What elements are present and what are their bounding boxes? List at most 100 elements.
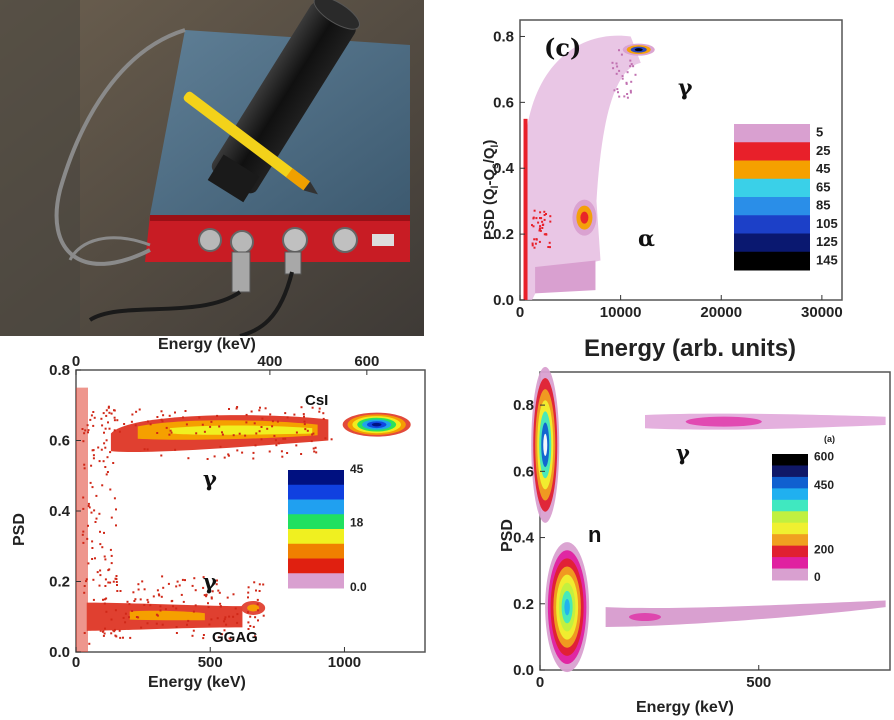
scatter-point [630, 80, 633, 83]
scatter-point [92, 457, 95, 460]
scatter-point [83, 463, 86, 466]
scatter-point [205, 595, 208, 598]
scatter-point [102, 634, 105, 637]
scatter-point [324, 437, 327, 440]
colorbar-swatch [288, 499, 344, 515]
ggag-annotation: GGAG [212, 629, 258, 646]
scatter-point [87, 524, 89, 527]
scatter-point [219, 605, 222, 608]
scatter-point [101, 484, 104, 487]
scatter-point [202, 586, 205, 589]
scatter-point [625, 81, 628, 84]
y-tick-label: 0.4 [49, 503, 71, 520]
scatter-point [104, 627, 106, 630]
scatter-point [286, 452, 289, 454]
scatter-point [261, 417, 264, 420]
y-tick-label: 0.4 [493, 160, 515, 177]
scatter-point [293, 413, 296, 416]
scatter-point [89, 481, 92, 484]
scatter-point [105, 409, 108, 412]
scatter-point [252, 457, 255, 460]
scatter-point [226, 596, 229, 599]
scatter-point [211, 590, 214, 593]
x-tick-label: 0 [516, 304, 524, 321]
scatter-point [159, 609, 162, 612]
scatter-point [129, 636, 132, 639]
scatter-point [202, 634, 205, 636]
scatter-point [260, 426, 263, 428]
scatter-point [236, 621, 239, 624]
scatter-point [232, 593, 235, 596]
gamma-cluster [634, 48, 643, 52]
scatter-point [149, 423, 152, 426]
chart-alpha-gamma-psd: 0 10000 20000 30000 0.0 0.2 0.4 0.6 0.8 Energy … [424, 0, 894, 362]
scatter-point [547, 246, 550, 248]
scatter-point [113, 630, 116, 633]
scatter-point [620, 53, 623, 56]
scatter-point [258, 409, 261, 412]
scatter-point [88, 506, 91, 509]
scatter-point [234, 607, 237, 610]
scatter-point [330, 438, 333, 441]
scatter-point [543, 233, 546, 236]
scatter-point [115, 508, 117, 511]
scatter-point [98, 584, 101, 587]
x-tick-label: 0 [72, 654, 80, 671]
scatter-point [105, 439, 108, 442]
scatter-point [210, 618, 213, 621]
scatter-point [109, 581, 112, 584]
low-psd-band [535, 260, 596, 294]
scatter-point [115, 524, 117, 527]
scatter-point [140, 626, 143, 629]
scatter-point [219, 445, 222, 448]
colorbar-label: 600 [814, 450, 834, 464]
scatter-point [531, 244, 534, 247]
scatter-point [116, 584, 118, 586]
y-axis-title: PSD [499, 519, 516, 552]
scatter-point [132, 591, 135, 594]
scatter-point [254, 616, 257, 619]
colorbar-title: (a) [824, 434, 835, 444]
gamma-band-core [685, 416, 762, 427]
y-tick-label: 0.8 [493, 28, 514, 45]
scatter-point [115, 635, 118, 638]
scatter-point [634, 73, 637, 76]
scatter-point [137, 588, 140, 591]
scatter-point [107, 581, 110, 584]
scatter-point [87, 505, 90, 507]
scatter-point [539, 229, 542, 232]
scatter-point [257, 619, 259, 622]
scatter-point [113, 409, 116, 412]
scatter-point [184, 410, 187, 412]
scatter-point [95, 517, 98, 520]
scatter-point [223, 456, 226, 459]
scatter-point [113, 419, 116, 422]
scatter-point [102, 460, 105, 463]
scatter-point [81, 428, 84, 430]
scatter-point [210, 597, 213, 600]
scatter-point [119, 590, 122, 592]
scatter-point [134, 598, 137, 601]
low-energy-edge [523, 118, 528, 300]
scatter-point [253, 581, 256, 584]
scatter-point [258, 590, 261, 592]
colorbar-swatch [288, 514, 344, 530]
scatter-point [249, 625, 252, 627]
scatter-point [160, 410, 163, 413]
scatter-point [110, 516, 113, 519]
scatter-point [247, 628, 250, 630]
scatter-point [101, 630, 104, 633]
colorbar-swatch [734, 160, 810, 180]
scatter-point [102, 412, 105, 415]
y-tick-label: 0.2 [493, 226, 514, 243]
scatter-point [535, 217, 538, 220]
low-energy-band [76, 387, 88, 652]
scatter-point [128, 603, 131, 606]
x-tick-label: 0 [536, 674, 544, 691]
scatter-point [103, 442, 106, 445]
scatter-point [104, 585, 107, 587]
scatter-point [115, 581, 118, 583]
scatter-point [629, 91, 632, 94]
y-tick-label: 0.6 [513, 463, 534, 480]
scatter-point [533, 238, 536, 241]
